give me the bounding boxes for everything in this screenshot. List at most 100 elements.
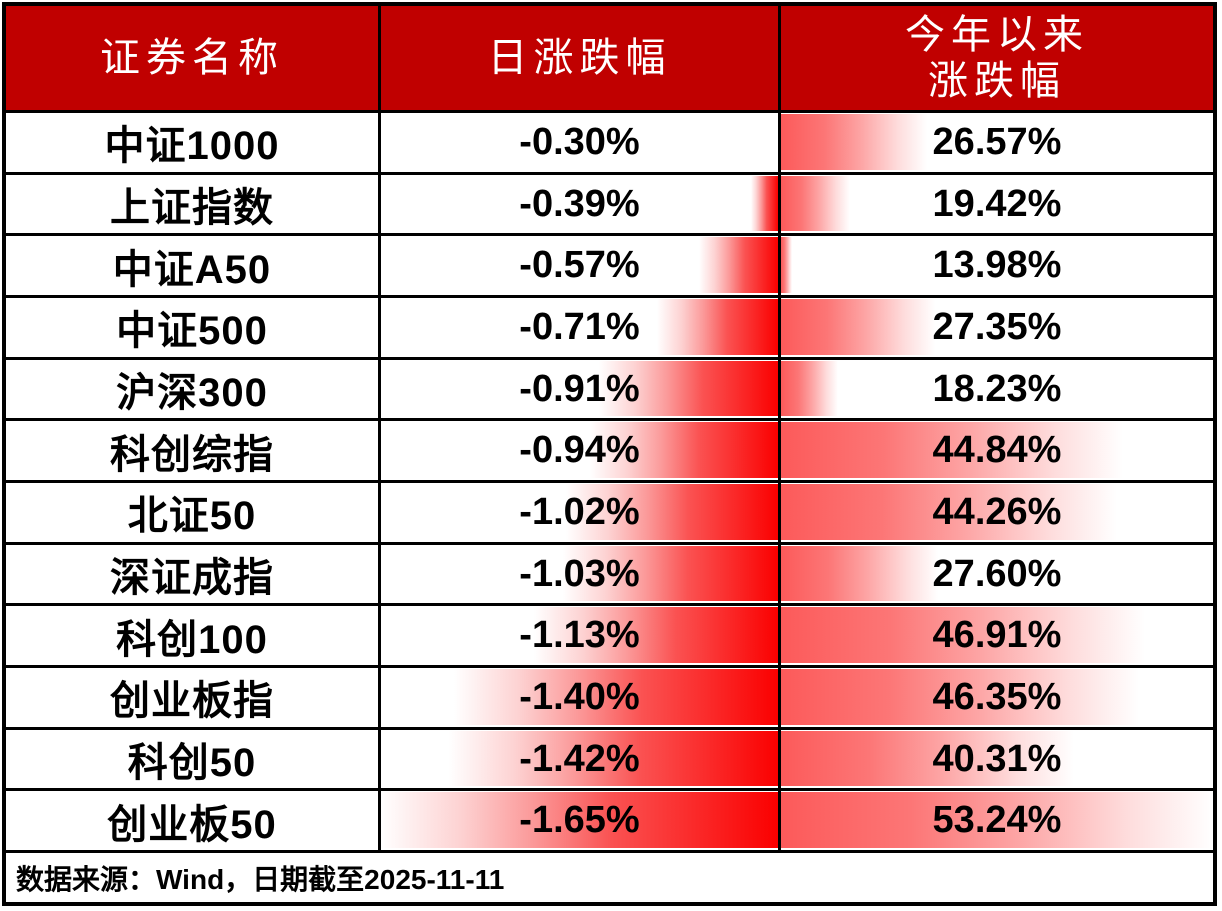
ytd-change-value: 46.91% <box>932 614 1062 657</box>
daily-change-databar <box>563 545 778 602</box>
daily-change-databar <box>589 422 778 479</box>
ytd-change-databar <box>781 175 851 232</box>
ytd-change-databar <box>781 545 938 602</box>
ytd-change-cell: 19.42% <box>781 175 1213 234</box>
daily-change-databar <box>751 175 778 232</box>
table-row: 沪深300 -0.91% 18.23% <box>6 359 1213 422</box>
daily-change-cell: -0.30% <box>381 113 781 172</box>
daily-change-databar <box>657 299 778 355</box>
table-row: 中证1000 -0.30% 26.57% <box>6 113 1213 175</box>
table-row: 科创综指 -0.94% 44.84% <box>6 421 1213 484</box>
daily-change-cell: -0.71% <box>381 298 781 357</box>
ytd-change-cell: 40.31% <box>781 730 1213 789</box>
daily-change-cell: -1.02% <box>381 483 781 542</box>
ytd-change-databar <box>781 730 1075 787</box>
ytd-change-value: 53.24% <box>932 799 1062 842</box>
ytd-change-cell: 13.98% <box>781 236 1213 295</box>
header-label-ytd-line1: 今年以来 <box>905 12 1089 57</box>
table-row: 深证成指 -1.03% 27.60% <box>6 544 1213 607</box>
daily-change-databar <box>533 607 778 664</box>
ytd-change-value: 46.35% <box>932 675 1062 718</box>
daily-change-databar <box>381 792 778 849</box>
index-name-cell: 科创综指 <box>6 421 381 481</box>
index-name: 北证50 <box>127 494 257 539</box>
ytd-change-databar <box>781 669 1140 725</box>
ytd-change-cell: 27.60% <box>781 545 1213 604</box>
daily-change-cell: -1.42% <box>381 729 781 789</box>
ytd-change-databar <box>781 299 936 355</box>
ytd-change-databar <box>781 360 838 417</box>
table-footer-row: 数据来源：Wind，日期截至2025-11-11 <box>6 853 1213 903</box>
daily-change-value: -1.40% <box>519 675 640 718</box>
daily-change-cell: -0.39% <box>381 174 781 234</box>
table-row: 上证指数 -0.39% 19.42% <box>6 174 1213 237</box>
index-name: 创业板指 <box>110 679 274 724</box>
index-name: 科创50 <box>127 741 257 786</box>
ytd-change-cell: 27.35% <box>781 298 1213 357</box>
index-name: 科创综指 <box>110 432 274 477</box>
daily-change-cell: -0.57% <box>381 236 781 296</box>
ytd-change-value: 27.35% <box>932 305 1062 348</box>
table-row: 创业板50 -1.65% 53.24% <box>6 791 1213 854</box>
ytd-change-databar <box>781 607 1146 664</box>
ytd-change-value: 40.31% <box>932 737 1062 780</box>
table-row: 创业板指 -1.40% 46.35% <box>6 668 1213 730</box>
header-cell-ytd-change: 今年以来 涨跌幅 <box>781 6 1213 110</box>
daily-change-value: -0.30% <box>519 120 640 163</box>
daily-change-value: -1.03% <box>519 552 640 595</box>
daily-change-value: -1.42% <box>519 737 640 780</box>
table-row: 北证50 -1.02% 44.26% <box>6 483 1213 545</box>
index-name: 上证指数 <box>110 186 274 230</box>
header-label-daily-change: 日涨跌幅 <box>487 35 672 80</box>
ytd-change-cell: 18.23% <box>781 360 1213 419</box>
table-row: 科创50 -1.42% 40.31% <box>6 729 1213 792</box>
ytd-change-value: 13.98% <box>932 244 1062 287</box>
header-label-name: 证券名称 <box>100 35 284 80</box>
table-row: 中证A50 -0.57% 13.98% <box>6 236 1213 299</box>
index-name-cell: 中证500 <box>6 298 381 357</box>
ytd-change-value: 18.23% <box>932 367 1062 410</box>
index-name-cell: 沪深300 <box>6 359 381 419</box>
header-cell-daily-change: 日涨跌幅 <box>381 6 781 110</box>
ytd-change-value: 44.84% <box>932 429 1062 472</box>
daily-change-value: -0.57% <box>519 244 640 287</box>
daily-change-cell: -1.40% <box>381 668 781 727</box>
ytd-change-cell: 44.26% <box>781 483 1213 542</box>
daily-change-value: -0.94% <box>519 429 640 472</box>
table-row: 科创100 -1.13% 46.91% <box>6 606 1213 669</box>
index-name-cell: 中证1000 <box>6 113 381 172</box>
daily-change-cell: -1.13% <box>381 606 781 666</box>
daily-change-databar <box>598 360 778 417</box>
index-name: 科创100 <box>116 617 268 662</box>
index-name-cell: 北证50 <box>6 483 381 542</box>
daily-change-value: -0.91% <box>519 367 640 410</box>
ytd-change-databar <box>781 484 1117 540</box>
index-name-cell: 科创100 <box>6 606 381 666</box>
index-name: 沪深300 <box>116 371 268 416</box>
index-name: 中证500 <box>116 309 268 354</box>
index-name: 中证1000 <box>104 124 280 169</box>
ytd-change-databar <box>781 237 792 294</box>
ytd-change-cell: 46.91% <box>781 606 1213 665</box>
ytd-change-databar <box>781 422 1123 479</box>
table-header-row: 证券名称 日涨跌幅 今年以来 涨跌幅 <box>6 6 1213 113</box>
ytd-change-value: 27.60% <box>932 552 1062 595</box>
ytd-change-databar <box>781 792 1213 849</box>
daily-change-databar <box>454 669 778 725</box>
ytd-change-value: 26.57% <box>932 120 1062 163</box>
index-name-cell: 上证指数 <box>6 174 381 234</box>
daily-change-cell: -1.03% <box>381 544 781 604</box>
index-name-cell: 创业板指 <box>6 668 381 727</box>
data-source-note: 数据来源：Wind，日期截至2025-11-11 <box>16 863 505 895</box>
index-name-cell: 科创50 <box>6 729 381 789</box>
index-name: 创业板50 <box>107 802 277 847</box>
daily-change-databar <box>698 237 778 294</box>
daily-change-value: -1.13% <box>519 614 640 657</box>
ytd-change-cell: 44.84% <box>781 421 1213 480</box>
daily-change-cell: -1.65% <box>381 791 781 851</box>
daily-change-value: -1.02% <box>519 490 640 533</box>
header-cell-name: 证券名称 <box>6 6 381 110</box>
daily-change-databar <box>566 484 778 540</box>
